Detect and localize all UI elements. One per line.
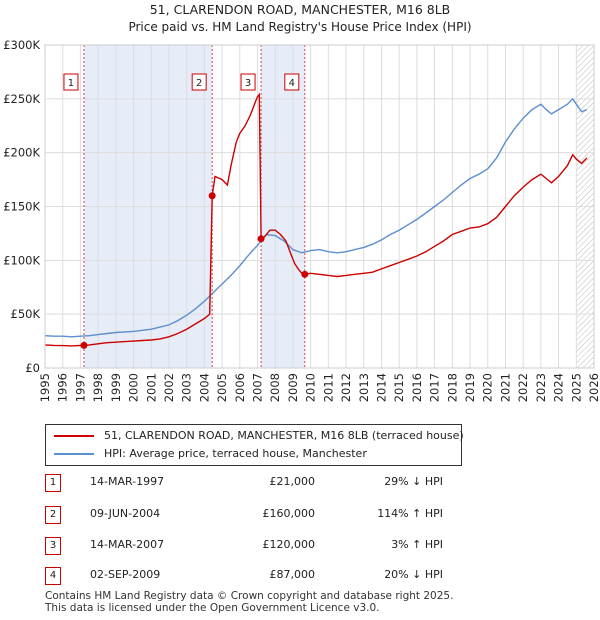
sale-label-box: [63, 73, 79, 91]
sale-date: 14-MAR-1997: [90, 475, 165, 488]
x-tick-label: 1999: [109, 373, 123, 402]
x-tick-label: 2026: [587, 373, 600, 402]
footer-line-licence: This data is licensed under the Open Gov…: [45, 602, 380, 614]
x-tick-label: 1997: [73, 373, 87, 402]
y-tick-label: £50K: [11, 307, 41, 321]
x-tick-label: 2022: [516, 373, 530, 402]
x-tick-label: 2024: [552, 373, 566, 402]
x-tick-label: 2008: [268, 373, 282, 402]
x-tick-label: 2000: [127, 373, 141, 402]
sale-point: [301, 270, 309, 278]
chart-title: 51, CLARENDON ROAD, MANCHESTER, M16 8LB: [150, 2, 451, 17]
chart-subtitle: Price paid vs. HM Land Registry's House …: [128, 20, 471, 34]
sale-label: 2: [196, 78, 202, 89]
legend-swatch-property: [54, 435, 94, 437]
sale-date: 14-MAR-2007: [90, 538, 165, 551]
footer-line-copyright: Contains HM Land Registry data © Crown c…: [45, 590, 454, 602]
x-tick-label: 2020: [481, 373, 495, 402]
plot-frame: [44, 44, 595, 369]
sale-point: [208, 192, 216, 200]
table-row: 2 09-JUN-2004 £160,000 114% ↑ HPI: [45, 504, 565, 524]
sale-hpi-change: 3% ↑ HPI: [391, 538, 443, 551]
y-tick-label: £100K: [3, 253, 40, 267]
footer-notice: Contains HM Land Registry data © Crown c…: [45, 590, 453, 614]
y-tick-label: £300K: [3, 38, 40, 52]
x-tick-label: 2013: [357, 373, 371, 402]
x-tick-label: 2012: [339, 373, 353, 402]
sale-price: £160,000: [262, 507, 316, 520]
sale-point: [80, 341, 88, 349]
x-tick-label: 2002: [162, 373, 176, 402]
x-tick-label: 2025: [569, 373, 583, 402]
x-tick-label: 2004: [197, 373, 211, 402]
sale-date: 02-SEP-2009: [90, 568, 161, 581]
x-tick-label: 2001: [144, 373, 158, 402]
sale-badge: 1: [45, 474, 61, 492]
x-tick-label: 2023: [534, 373, 548, 402]
x-tick-label: 2010: [304, 373, 318, 402]
sale-hpi-change: 114% ↑ HPI: [377, 507, 443, 520]
legend: 51, CLARENDON ROAD, MANCHESTER, M16 8LB …: [45, 424, 464, 466]
sale-point: [257, 235, 265, 243]
price-chart: 51, CLARENDON ROAD, MANCHESTER, M16 8LB …: [3, 2, 600, 402]
y-tick-label: £250K: [3, 92, 40, 106]
x-tick-label: 2006: [233, 373, 247, 402]
property-price-line: [44, 92, 588, 347]
sale-label: 3: [245, 78, 251, 89]
sale-hpi-change: 29% ↓ HPI: [384, 475, 443, 488]
x-tick-label: 2018: [445, 373, 459, 402]
x-tick-label: 2019: [463, 373, 477, 402]
x-tick-label: 2007: [251, 373, 265, 402]
x-tick-label: 2017: [428, 373, 442, 402]
x-tick-label: 2016: [410, 373, 424, 402]
sale-date: 09-JUN-2004: [90, 507, 161, 520]
hpi-line: [44, 97, 588, 338]
sale-price: £120,000: [262, 538, 316, 551]
x-tick-label: 2005: [215, 373, 229, 402]
table-row: 1 14-MAR-1997 £21,000 29% ↓ HPI: [45, 472, 565, 492]
x-tick-label: 2011: [321, 373, 335, 402]
sale-label-box: [284, 73, 300, 91]
x-tick-label: 1998: [91, 373, 105, 402]
sale-label: 4: [289, 78, 295, 89]
sale-badge: 2: [45, 506, 61, 524]
table-row: 3 14-MAR-2007 £120,000 3% ↑ HPI: [45, 535, 565, 555]
y-tick-label: £0: [25, 361, 40, 375]
plot-area: 1 2 3 4 £0 £50K £100K £150K £200K £250K £300K 1995 1…: [3, 38, 600, 402]
sale-badge: 4: [45, 567, 61, 585]
legend-label-property: 51, CLARENDON ROAD, MANCHESTER, M16 8LB …: [104, 429, 464, 442]
sale-label: 1: [68, 78, 74, 89]
sale-label-box: [191, 73, 207, 91]
legend-label-hpi: HPI: Average price, terraced house, Manc…: [104, 447, 367, 460]
y-tick-label: £200K: [3, 146, 40, 160]
sale-hpi-change: 20% ↓ HPI: [384, 568, 443, 581]
x-tick-label: 1996: [56, 373, 70, 402]
sale-badge: 3: [45, 537, 61, 555]
sale-label-box: [240, 73, 256, 91]
x-tick-label: 2021: [498, 373, 512, 402]
x-tick-label: 1995: [38, 373, 52, 402]
sale-price: £87,000: [269, 568, 316, 581]
sale-price: £21,000: [269, 475, 316, 488]
x-tick-label: 2014: [374, 373, 388, 402]
y-tick-label: £150K: [3, 200, 40, 214]
x-tick-label: 2015: [392, 373, 406, 402]
table-row: 4 02-SEP-2009 £87,000 20% ↓ HPI: [45, 565, 565, 585]
legend-swatch-hpi: [54, 453, 94, 455]
x-tick-label: 2003: [180, 373, 194, 402]
x-tick-label: 2009: [286, 373, 300, 402]
